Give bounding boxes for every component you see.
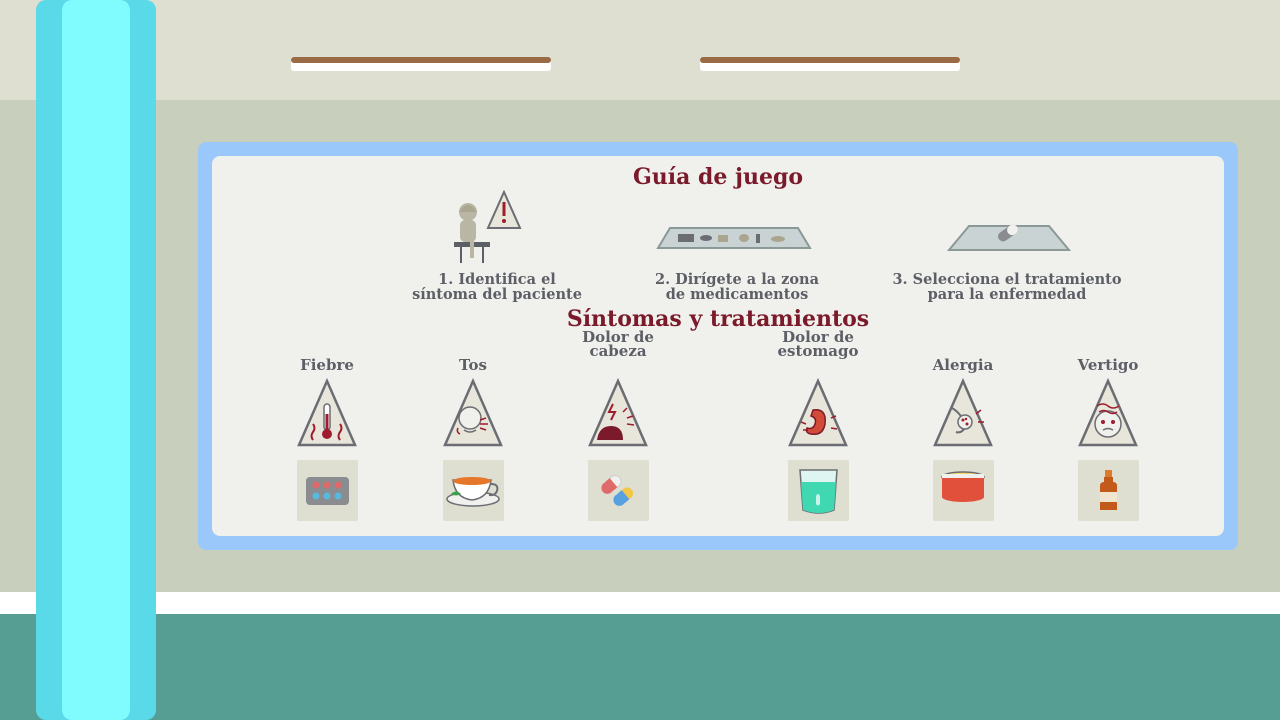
guide-title: Guía de juego <box>632 164 804 190</box>
pill-tray-icon <box>947 224 1071 251</box>
treatment-button[interactable] <box>1078 460 1139 521</box>
medicine-shelf-icon <box>656 227 812 249</box>
treatment-button[interactable] <box>933 460 994 521</box>
dizziness-icon <box>1078 378 1138 447</box>
symptoms-title: Síntomas y tratamientos <box>566 306 870 332</box>
symptom-label: Vertigo <box>1077 356 1139 374</box>
thermometer-icon <box>297 378 357 447</box>
treatment-button[interactable] <box>297 460 358 521</box>
symptom-label: Dolor de cabeza <box>582 328 654 360</box>
cough-icon <box>443 378 503 447</box>
glass-of-water-icon <box>799 469 838 514</box>
guide-step-1: 1. Identifica el síntoma del paciente <box>412 271 582 303</box>
stomach-icon <box>788 378 848 447</box>
floor <box>0 614 1280 720</box>
guide-step-2: 2. Dirígete a la zona de medicamentos <box>655 271 819 303</box>
guide-board: Guía de juego 1. Identifica el síntoma d… <box>198 142 1238 550</box>
symptom-label: Tos <box>459 356 487 374</box>
treatment-button[interactable] <box>443 460 504 521</box>
patient-alert-icon <box>454 190 522 263</box>
wall-shelf <box>700 57 960 71</box>
baseboard <box>0 592 1280 614</box>
guide-board-panel: Guía de juego 1. Identifica el síntoma d… <box>212 156 1224 536</box>
foreground-pillar <box>36 0 156 720</box>
tea-cup-icon <box>446 477 500 507</box>
pill-blister-icon <box>306 477 349 505</box>
headache-icon <box>588 378 648 447</box>
allergy-icon <box>933 378 993 447</box>
wall-shelf <box>291 57 551 71</box>
symptom-label: Fiebre <box>300 356 354 374</box>
treatment-button[interactable] <box>588 460 649 521</box>
capsules-icon <box>601 474 634 506</box>
syrup-bottle-icon <box>1100 470 1117 510</box>
ointment-tin-icon <box>941 471 985 502</box>
pillar-highlight <box>62 0 130 720</box>
guide-step-3: 3. Selecciona el tratamiento para la enf… <box>892 271 1122 303</box>
wall-top <box>0 0 1280 100</box>
treatment-button[interactable] <box>788 460 849 521</box>
symptom-label: Dolor de estomago <box>777 328 859 360</box>
symptom-label: Alergia <box>932 356 994 374</box>
